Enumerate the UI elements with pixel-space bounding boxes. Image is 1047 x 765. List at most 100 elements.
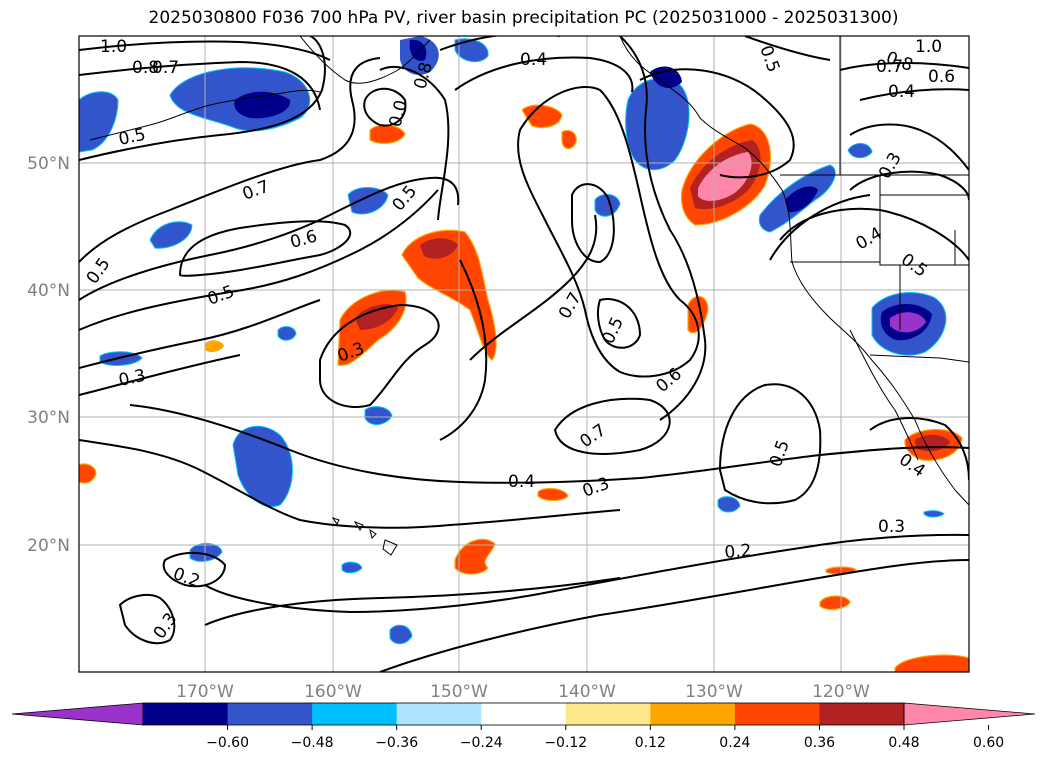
pv-contours: [79, 36, 969, 672]
pv-contour-line: [79, 354, 241, 396]
positive-anomaly-blob: [401, 229, 497, 361]
colorbar-cell: [734, 703, 820, 725]
colorbar-tick-label: 0.48: [888, 735, 919, 751]
positive-anomaly-blob: [205, 340, 224, 353]
negative-anomaly-blob: [149, 221, 193, 249]
pv-contour-line: [204, 533, 969, 614]
pv-contour-line: [79, 36, 326, 161]
pv-contour-line: [379, 559, 969, 672]
colorbar-cell: [565, 703, 651, 725]
colorbar-cell: [650, 703, 736, 725]
pv-contour-line: [839, 62, 969, 71]
negative-anomaly-blob: [594, 194, 621, 217]
contour-label: 0.7: [152, 58, 179, 78]
pv-contour-line: [718, 383, 822, 505]
pv-contour-line: [178, 220, 352, 277]
negative-anomaly-blob: [890, 312, 926, 333]
colorbar-extend-right-triangle: [903, 702, 1036, 726]
contour-label: 0.4: [508, 472, 535, 492]
negative-anomaly-blob: [79, 91, 119, 153]
lat-tick-label: 50°N: [27, 154, 70, 174]
positive-anomaly-blob: [355, 304, 398, 330]
lon-tick-label: 170°W: [176, 682, 234, 702]
negative-anomaly-blob: [717, 496, 741, 513]
pv-contour-line: [596, 298, 642, 349]
pv-contour-line: [849, 170, 969, 201]
lon-tick-label: 130°W: [685, 682, 743, 702]
colorbar-cell: [312, 703, 398, 725]
lon-tick-label: 160°W: [304, 682, 362, 702]
pv-contour-line: [454, 56, 634, 93]
pv-contour-line: [517, 85, 700, 378]
colorbar-cell: [481, 703, 567, 725]
pv-contour-line: [553, 397, 671, 455]
negative-anomaly-blob: [650, 66, 682, 88]
us-mexico-border: [869, 354, 969, 363]
contour-label: 0.7: [876, 57, 903, 77]
negative-anomaly-blob: [364, 406, 393, 425]
colorbar-tick-label: 0.24: [719, 735, 750, 751]
pv-contour-line: [129, 404, 969, 484]
map-frame: [78, 35, 970, 673]
positive-anomaly-blob: [454, 538, 496, 575]
lat-tick-label: 40°N: [27, 281, 70, 301]
lat-tick-label: 20°N: [27, 536, 70, 556]
negative-anomaly-blob: [341, 561, 363, 574]
colorbar-cell: [396, 703, 482, 725]
colorbar-frame: [142, 702, 905, 726]
pv-contour-line: [439, 259, 488, 441]
colorbar-cell: [819, 703, 905, 725]
colorbar-tick-label: 0.36: [804, 735, 835, 751]
aleutian-islands: [89, 89, 321, 141]
colorbar-tick-label: −0.48: [291, 735, 334, 751]
negative-anomaly-blob: [389, 624, 413, 645]
island: [382, 539, 398, 556]
island: [331, 517, 340, 525]
contour-label: 0.6: [928, 67, 955, 87]
map-area: 1.0 0.8 0.7 0.5 0.4 0.8 0.7 0.6 1.0 0.4 …: [79, 36, 969, 672]
lon-tick-label: 120°W: [812, 682, 870, 702]
pv-contour-line: [79, 40, 331, 61]
baja-coastline: [849, 329, 919, 461]
pv-contour-line: [204, 577, 621, 626]
pv-contour-line: [379, 65, 450, 221]
pv-contour-line: [769, 194, 871, 261]
pv-contour-line: [319, 303, 440, 408]
positive-anomaly-blob: [521, 104, 563, 129]
negative-anomaly-blob: [923, 510, 945, 518]
state-border: [879, 175, 969, 266]
positive-anomaly-blob: [537, 487, 569, 502]
contour-label: 0.2: [724, 541, 753, 563]
lon-tick-label: 140°W: [558, 682, 616, 702]
contour-label: 0.4: [888, 82, 915, 102]
lon-tick-label: 150°W: [430, 682, 488, 702]
colorbar-extend-left-triangle: [11, 702, 144, 726]
contour-label: 0.3: [878, 517, 905, 537]
pv-contour-line: [79, 189, 439, 331]
pv-contour-line: [744, 36, 831, 61]
colorbar-tick-label: 0.60: [973, 735, 1004, 751]
positive-anomaly-blob: [894, 654, 969, 672]
pv-contour-line: [571, 183, 615, 264]
negative-anomaly-blob: [409, 39, 427, 61]
negative-anomaly-blob: [277, 326, 297, 341]
pv-contour-line: [79, 299, 321, 369]
contour-label: 0.8: [132, 58, 159, 78]
contour-label: 1.0: [915, 37, 942, 57]
contour-label: 0.4: [520, 50, 547, 70]
pv-contour-line: [79, 60, 321, 111]
colorbar-tick-label: −0.60: [206, 735, 249, 751]
north-america-coastline: [619, 36, 969, 506]
colorbar-tick-label: −0.36: [375, 735, 418, 751]
pv-contour-line: [79, 439, 621, 529]
positive-anomaly-blob: [561, 129, 577, 150]
pv-contour-line: [859, 88, 969, 101]
pv-contour-line: [162, 551, 227, 588]
alaska-coastline: [299, 36, 431, 84]
contour-label: 1.0: [100, 37, 127, 57]
map-title: 2025030800 F036 700 hPa PV, river basin …: [148, 8, 899, 28]
pv-contour-line: [363, 87, 407, 127]
longitude-tick-labels: 170°W 160°W 150°W 140°W 130°W 120°W: [176, 682, 870, 702]
colorbar-tick-label: −0.12: [544, 735, 587, 751]
